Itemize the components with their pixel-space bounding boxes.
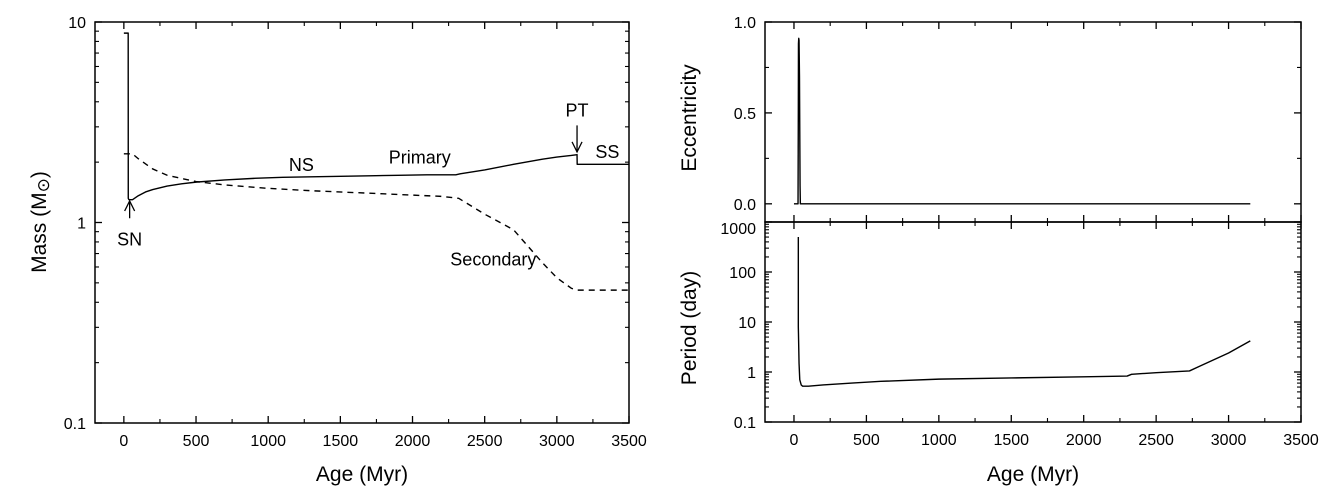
period-series: [797, 237, 1251, 387]
eccentricity-plot-frame: [764, 21, 1302, 223]
mass-series: [123, 32, 629, 291]
y-tick-label: 0.0: [734, 197, 756, 214]
period-x-axis-title: Age (Myr): [987, 463, 1079, 486]
x-tick-label: 3500: [1283, 432, 1319, 449]
mass-x-tick-labels: 0 500 1000 1500 2000 2500 3000 3500: [119, 433, 646, 450]
mass-series-dashed-line: [123, 153, 629, 291]
x-tick-label: 3000: [539, 433, 575, 450]
x-tick-label: 500: [853, 432, 880, 449]
x-tick-label: 0: [119, 433, 128, 450]
eccentricity-panel: 0.0 0.5 1.0 Eccentricity: [678, 15, 1302, 223]
x-tick-label: 1000: [250, 433, 286, 450]
x-tick-label: 0: [790, 432, 799, 449]
mass-annotations: NS Primary Secondary SS SN PT: [117, 100, 619, 269]
mass-y-axis-title: Mass (M⊙): [28, 171, 54, 273]
annotation-pt: PT: [566, 100, 589, 120]
annotation-primary: Primary: [389, 147, 451, 167]
mass-panel: 0 500 1000 1500 2000 2500 3000 3500 0.1 1 10 NS Pr…: [28, 15, 647, 486]
sun-symbol: ⊙: [34, 178, 54, 192]
mass-plot-frame: [94, 21, 630, 424]
x-tick-label: 1500: [323, 433, 359, 450]
mass-arrows: [124, 125, 583, 219]
annotation-sn: SN: [117, 229, 142, 249]
mass-y-tick-labels: 0.1 1 10: [64, 15, 86, 433]
y-tick-label: 100: [729, 265, 756, 282]
x-tick-label: 2500: [467, 433, 503, 450]
mass-ticks: [95, 21, 630, 424]
y-tick-label: 1000: [720, 221, 756, 238]
x-tick-label: 3500: [611, 433, 647, 450]
eccentricity-y-tick-labels: 0.0 0.5 1.0: [734, 15, 756, 214]
annotation-ss: SS: [595, 142, 619, 162]
period-plot-frame: [764, 221, 1302, 423]
x-tick-label: 1000: [921, 432, 957, 449]
x-tick-label: 2000: [395, 433, 431, 450]
period-ticks: [765, 221, 1302, 423]
y-tick-label: 10: [68, 15, 86, 32]
y-tick-label: 0.1: [734, 415, 756, 432]
x-tick-label: 1500: [993, 432, 1029, 449]
y-tick-label: 0.5: [734, 106, 756, 123]
mass-y-axis-title-close: ): [28, 171, 51, 178]
period-x-tick-labels: 0 500 1000 1500 2000 2500 3000 3500: [790, 432, 1319, 449]
y-tick-label: 1: [747, 365, 756, 382]
annotation-secondary: Secondary: [450, 250, 536, 270]
eccentricity-series: [793, 37, 1251, 205]
period-series-solid-line: [797, 237, 1251, 387]
mass-y-axis-title-text: Mass (M: [28, 192, 51, 273]
ecc-series-solid-line: [793, 37, 1251, 205]
arrow-head-pt: [571, 141, 583, 154]
x-tick-label: 3000: [1211, 432, 1247, 449]
annotation-ns: NS: [289, 155, 314, 175]
y-tick-label: 1: [77, 216, 86, 233]
y-tick-label: 10: [738, 315, 756, 332]
period-y-axis-title: Period (day): [678, 271, 701, 385]
mass-series-solid-line: [123, 32, 629, 201]
y-tick-label: 0.1: [64, 416, 86, 433]
period-y-tick-labels: 0.1 1 10 100 1000: [720, 221, 756, 432]
arrow-head-sn: [124, 199, 136, 212]
eccentricity-ticks: [765, 21, 1302, 222]
mass-x-axis-title: Age (Myr): [316, 463, 408, 486]
eccentricity-y-axis-title: Eccentricity: [678, 64, 701, 172]
x-tick-label: 2500: [1138, 432, 1174, 449]
period-panel: 0 500 1000 1500 2000 2500 3000 3500 0.1 1 10 100 10…: [678, 221, 1319, 486]
x-tick-label: 500: [183, 433, 210, 450]
y-tick-label: 1.0: [734, 15, 756, 32]
x-tick-label: 2000: [1066, 432, 1102, 449]
